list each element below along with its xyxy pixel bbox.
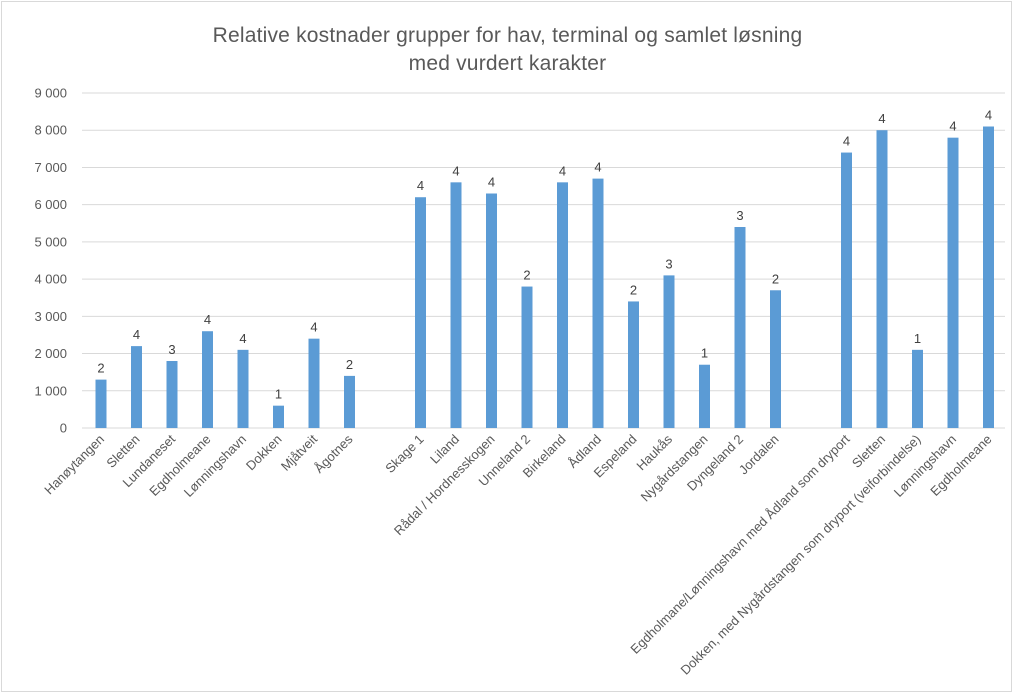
- bar: [699, 364, 710, 428]
- data-label: 3: [736, 208, 743, 223]
- data-label: 4: [488, 175, 495, 190]
- y-tick-label: 9 000: [34, 86, 67, 101]
- bar: [557, 182, 568, 428]
- bar: [521, 286, 533, 428]
- y-tick-label: 5 000: [34, 234, 67, 249]
- data-label: 4: [878, 111, 885, 126]
- bar: [415, 197, 426, 428]
- y-tick-label: 3 000: [34, 309, 67, 324]
- data-label: 4: [985, 108, 992, 123]
- y-axis-ticks: 0 1 000 2 000 3 000 4 000 5 000 6 000 7 000 8 00…: [34, 86, 67, 436]
- data-label: 1: [275, 387, 282, 402]
- y-tick-label: 4 000: [34, 272, 67, 287]
- gridlines: [82, 92, 1005, 429]
- bar: [308, 338, 320, 428]
- bar: [166, 361, 178, 428]
- data-label: 4: [949, 119, 956, 134]
- bar: [983, 126, 994, 428]
- data-label: 2: [346, 357, 353, 372]
- y-tick-label: 6 000: [34, 197, 67, 212]
- data-label: 4: [559, 163, 566, 178]
- data-label: 4: [417, 178, 424, 193]
- bar: [841, 152, 852, 429]
- bar: [273, 405, 284, 428]
- bar: [770, 290, 781, 428]
- bar: [947, 137, 959, 428]
- x-category-label: Skage 1: [382, 432, 426, 476]
- data-label: 4: [452, 163, 459, 178]
- data-label: 2: [523, 268, 530, 283]
- data-label: 4: [310, 320, 317, 335]
- data-label: 3: [168, 342, 175, 357]
- bar: [628, 301, 639, 428]
- data-label: 2: [772, 271, 779, 286]
- data-labels: 2 4 3 4 4 1 4 2 4 4 4 2 4 4 2 3 1 3 2 4 4 1 4 4: [97, 108, 992, 402]
- bar: [237, 349, 249, 428]
- x-category-label: Hanøytangen: [41, 432, 107, 498]
- data-label: 2: [97, 361, 104, 376]
- data-label: 4: [843, 134, 850, 149]
- bar: [450, 182, 462, 428]
- data-label: 4: [204, 312, 211, 327]
- bar: [95, 379, 107, 428]
- bar: [344, 375, 355, 428]
- y-tick-label: 2 000: [34, 346, 67, 361]
- y-tick-label: 1 000: [34, 383, 67, 398]
- x-category-label: Ågotnes: [311, 431, 356, 476]
- bar: [131, 346, 142, 428]
- bars: [95, 126, 994, 429]
- bar: [592, 178, 604, 428]
- data-label: 4: [239, 331, 246, 346]
- bar: [734, 227, 746, 428]
- bar: [202, 331, 213, 428]
- x-category-label: Dokken: [243, 432, 285, 474]
- data-label: 1: [914, 331, 921, 346]
- x-axis-labels: HanøytangenSlettenLundanesetEgdholmeaneL…: [41, 431, 994, 678]
- bar: [486, 193, 497, 428]
- chart-title-line-2: med vurdert karakter: [408, 52, 607, 75]
- chart-title-line-1: Relative kostnader grupper for hav, term…: [212, 24, 803, 47]
- chart-title: Relative kostnader grupper for hav, term…: [0, 22, 1015, 78]
- data-label: 4: [133, 327, 140, 342]
- y-tick-label: 8 000: [34, 123, 67, 138]
- bar: [876, 130, 888, 428]
- bar: [663, 275, 675, 428]
- x-category-label: Lønningshavn: [181, 432, 249, 500]
- data-label: 2: [630, 282, 637, 297]
- x-category-label: Jordalen: [736, 432, 782, 478]
- data-label: 1: [701, 346, 708, 361]
- y-tick-label: 0: [60, 421, 67, 436]
- bar: [912, 349, 923, 428]
- data-label: 4: [594, 160, 601, 175]
- data-label: 3: [665, 256, 672, 271]
- y-tick-label: 7 000: [34, 160, 67, 175]
